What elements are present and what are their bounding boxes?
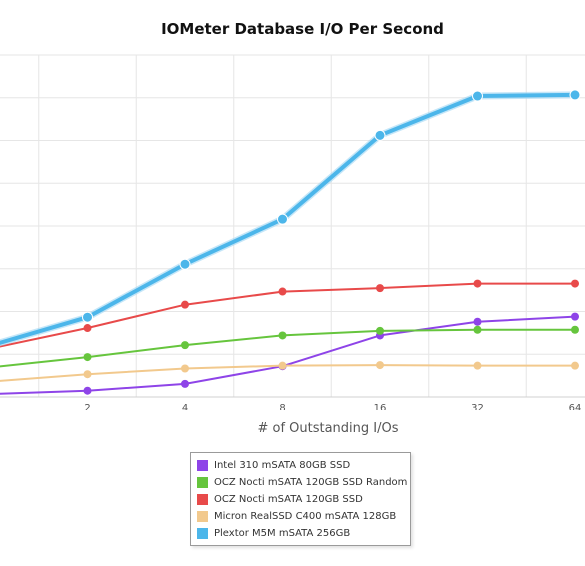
series-points: [82, 89, 581, 395]
series-line: [0, 328, 576, 368]
chart-title: IOMeter Database I/O Per Second: [161, 20, 444, 38]
x-tick-label: 32: [471, 403, 484, 410]
x-ticks: 2 4 8 16 32 64: [84, 403, 581, 410]
data-point: [181, 364, 189, 373]
data-point: [82, 311, 93, 323]
legend-label: Intel 310 mSATA 80GB SSD: [214, 460, 351, 471]
legend-label: Plextor M5M mSATA 256GB: [214, 528, 351, 539]
x-tick-label: 16: [374, 403, 387, 410]
data-point: [376, 326, 384, 335]
legend-item: Micron RealSSD C400 mSATA 128GB: [197, 508, 404, 525]
chart-plot: 2 4 8 16 32 64: [0, 54, 585, 410]
legend-item: OCZ Nocti mSATA 120GB SSD Random: [197, 474, 408, 491]
data-point: [571, 279, 579, 288]
legend: Intel 310 mSATA 80GB SSD OCZ Nocti mSATA …: [190, 452, 411, 546]
data-point: [83, 324, 92, 333]
series-lines: [0, 91, 579, 395]
data-point: [278, 287, 287, 296]
legend-item: OCZ Nocti mSATA 120GB SSD: [197, 491, 404, 508]
data-point: [473, 325, 482, 334]
data-point: [473, 361, 482, 370]
x-tick-label: 2: [84, 403, 90, 410]
legend-label: Micron RealSSD C400 mSATA 128GB: [214, 511, 397, 522]
data-point: [374, 129, 386, 141]
data-point: [473, 279, 482, 288]
legend-label: OCZ Nocti mSATA 120GB SSD Random: [214, 477, 408, 488]
data-point: [376, 361, 384, 370]
x-tick-label: 4: [182, 403, 188, 410]
legend-item: Plextor M5M mSATA 256GB: [197, 525, 404, 542]
x-tick-label: 64: [569, 403, 582, 410]
data-point: [277, 213, 288, 225]
legend-swatch: [197, 460, 208, 471]
data-point: [83, 370, 92, 379]
data-point: [181, 379, 189, 388]
data-point: [181, 300, 189, 309]
data-point: [571, 325, 579, 334]
data-point: [571, 312, 579, 321]
legend-swatch: [197, 511, 208, 522]
legend-swatch: [197, 477, 208, 488]
data-point: [278, 331, 287, 340]
data-point: [571, 361, 579, 370]
data-point: [181, 341, 189, 350]
legend-swatch: [197, 494, 208, 505]
legend-swatch: [197, 528, 208, 539]
data-point: [278, 361, 287, 370]
x-axis-label: # of Outstanding I/Os: [257, 421, 399, 436]
legend-label: OCZ Nocti mSATA 120GB SSD: [214, 494, 363, 505]
data-point: [569, 89, 581, 101]
data-point: [83, 353, 92, 362]
grid: [0, 54, 585, 398]
data-point: [376, 284, 384, 293]
data-point: [179, 258, 191, 270]
legend-item: Intel 310 mSATA 80GB SSD: [197, 457, 404, 474]
data-point: [473, 317, 482, 326]
data-point: [83, 386, 92, 395]
x-tick-label: 8: [279, 403, 285, 410]
data-point: [472, 90, 483, 102]
